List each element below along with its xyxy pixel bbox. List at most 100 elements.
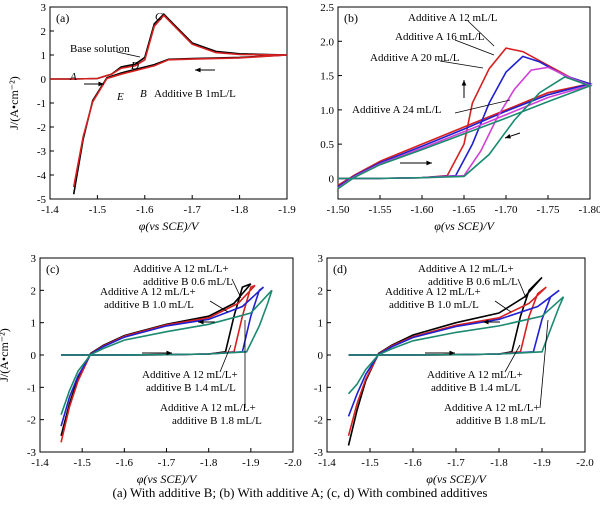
panel-1-letter: (a) [56,11,69,25]
panel-1-xtick-label: -1.7 [183,204,201,216]
panel-4-xtick-label: -1.6 [404,457,422,469]
panel-1-xlabel: φ(vs SCE)/V [139,219,200,233]
panel-3-series-label: Additive A 12 mL/L+ [133,263,229,275]
panel-3-ylabel: J/(A•cm⁻²) [0,328,11,381]
panel-4-series-label: Additive A 12 mL/L+ [444,402,540,414]
panel-4-xtick-label: -2.0 [576,457,594,469]
panel-4-series-label: additive B 1.4 mL/L [431,382,521,394]
panel-2-series-label: Additive A 12 mL/L [408,12,498,24]
panel-1-annotation: B [140,88,147,100]
panel-4-xlabel: φ(vs SCE)/V [426,472,487,486]
leader-line [116,51,141,58]
leader-line [504,344,521,373]
panel-1-ytick-label: 2 [41,26,47,38]
panel-4-xtick-label: -1.9 [533,457,551,469]
panel-3-xtick-label: -1.6 [116,457,134,469]
panel-1-annotation: C [155,11,163,23]
panel-1-ylabel: J/(A•cm⁻²) [7,76,21,129]
panel-3-series-label: additive B 1.0 mL/L [104,299,194,311]
panel-3-arrow-forward-head [166,350,172,356]
panel-4-series-label: Additive A 12 mL/L+ [418,263,514,275]
panel-1-series-line [50,14,288,188]
panel-1-xtick-label: -1.9 [278,204,296,216]
panel-4-arrow-forward-head [449,350,455,356]
panel-4-xtick-label: -1.4 [318,457,336,469]
panel-1-annotation: A [69,71,77,83]
panel-2-series-line [337,76,593,190]
panel-1-xtick-label: -1.8 [231,204,249,216]
panel-4-xtick-label: -1.8 [490,457,508,469]
panel-2-xtick-label: -1.70 [495,204,518,216]
panel-3-series-label: additive B 1.8 mL/L [172,415,262,427]
panel-3-series-label: Additive A 12 mL/L+ [142,369,238,381]
panel-1-ytick-label: 1 [41,50,47,62]
panel-1-annotation: Additive B 1mL/L [154,88,236,100]
leader-line [454,39,495,56]
panel-2-arrow-up-head [461,80,467,86]
panel-1-annotation: D [130,60,139,72]
panel-2-xtick-label: -1.65 [453,204,476,216]
panel-1-ytick-label: 0 [41,74,47,86]
panel-2-xtick-label: -1.75 [537,204,560,216]
panel-3-series-label: additive B 1.4 mL/L [146,382,236,394]
panel-2-ytick-label: 1.5 [320,71,334,83]
panel-3-letter: (c) [46,262,59,276]
panel-3-xtick-label: -1.7 [158,457,176,469]
panel-3-ytick-label: 0 [31,350,37,362]
panel-3-series-label: additive B 0.6 mL/L [143,276,233,288]
panel-4-ytick-label: -2 [314,415,323,427]
leader-line [517,278,527,299]
panel-3-ytick-label: 2 [31,285,37,297]
panel-2-ytick-label: 0.5 [320,139,334,151]
panel-4-series-label: Additive A 12 mL/L+ [385,286,481,298]
panel-3-series-line [60,289,273,416]
leader-line [539,319,549,409]
panel-2-xlabel: φ(vs SCE)/V [434,219,495,233]
leader-line [454,99,511,114]
panel-2-xtick-label: -1.60 [411,204,434,216]
panel-2-ytick-label: 1.0 [320,105,334,117]
panel-2-series-label: Additive A 24 mL/L [352,104,442,116]
leader-line [231,278,242,299]
panel-2-xtick-label: -1.55 [369,204,392,216]
panel-2-arrow-forward-head [426,160,432,166]
panel-1-arrow-forward-head [98,81,104,87]
panel-4-ytick-label: 3 [318,253,324,265]
panel-4-series-line [347,296,565,395]
panel-1-ytick-label: -4 [37,170,47,182]
leader-line [467,20,495,47]
panel-3-xtick-label: -1.5 [73,457,91,469]
panel-2-series-label: Additive A 16 mL/L [395,31,485,43]
panel-1-xtick-label: -1.4 [41,204,59,216]
panel-2-ytick-label: 2.5 [320,2,334,14]
panel-3-xtick-label: -2.0 [284,457,302,469]
panel-4-ytick-label: -3 [314,447,324,459]
panel-2-xtick-label: -1.80 [579,204,600,216]
panel-1-xtick-label: -1.6 [136,204,154,216]
panel-4-arrow-back-head [483,319,489,325]
panel-1-ytick-label: 3 [41,2,47,14]
panel-1-arrow-back-head [195,67,201,73]
panel-1-frame [49,6,288,200]
panel-2-ytick-label: 0 [329,173,335,185]
panel-2-series-label: Additive A 20 mL/L [370,52,460,64]
panel-1-ytick-label: -2 [37,122,46,134]
panel-3-series-label: Additive A 12 mL/L+ [100,286,196,298]
panel-2-ytick-label: 2.0 [320,36,334,48]
panel-3-ytick-label: -3 [27,447,37,459]
panel-2-letter: (b) [344,11,358,25]
panel-4-xtick-label: -1.7 [447,457,465,469]
panel-3-arrow-back-head [198,319,204,325]
panel-4-series-label: additive B 0.6 mL/L [428,276,518,288]
panel-4-ytick-label: -1 [314,382,323,394]
panel-2-arrow-back-head [505,134,511,139]
panel-3-ytick-label: -1 [27,382,36,394]
panel-1-annotation: Base solution [70,43,130,55]
panel-3-ytick-label: 3 [31,253,37,265]
panel-3-xtick-label: -1.9 [242,457,260,469]
panel-3-xlabel: φ(vs SCE)/V [137,472,198,486]
panel-2-xtick-label: -1.50 [327,204,350,216]
panel-3-ytick-label: -2 [27,415,36,427]
panel-4-letter: (d) [333,262,347,276]
